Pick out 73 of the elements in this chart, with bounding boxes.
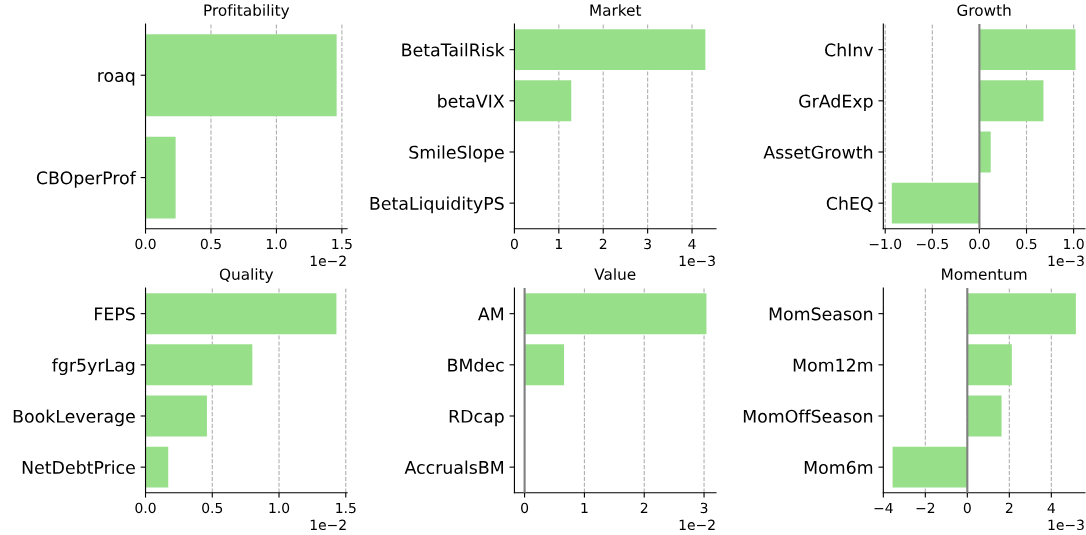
x-tick-label: 3	[700, 502, 708, 514]
text: 1e−2	[310, 519, 346, 531]
bar	[891, 182, 980, 224]
y-tick-label: ChEQ	[826, 196, 873, 212]
bar	[892, 446, 968, 488]
y-tick-label: MomSeason	[769, 307, 873, 321]
x-tick-label: 0	[963, 502, 971, 514]
text: 1e−3	[679, 255, 715, 267]
x-tick-label: 0.5	[1016, 238, 1037, 250]
text: 1e−2	[679, 519, 715, 531]
y-tick-label: AccrualsBM	[404, 460, 504, 474]
y-tick-label: Mom6m	[804, 460, 873, 474]
x-tick-label: −1.0	[869, 238, 902, 250]
bar	[967, 344, 1012, 386]
bar	[145, 344, 253, 386]
y-tick-label: AM	[477, 307, 504, 321]
chart-title: Momentum	[942, 268, 1027, 280]
chart-title: Market	[590, 4, 642, 16]
chart-title: Quality	[219, 268, 274, 283]
text: 1e−3	[1048, 255, 1084, 267]
text: 1e−3	[1048, 519, 1084, 531]
bar	[145, 395, 207, 437]
y-tick-label: BetaTailRisk	[402, 43, 505, 57]
x-tick-label: 1.0	[1064, 238, 1084, 250]
chart-title: Growth	[957, 4, 1011, 16]
y-tick-label: roaq	[98, 72, 135, 86]
x-tick-label: 0.0	[135, 238, 156, 250]
y-tick-label: fgr5yrLag	[52, 358, 135, 376]
x-tick-label: 0.5	[202, 502, 223, 514]
y-tick-label: CBOperProf	[36, 170, 137, 188]
x-tick-label: −0.5	[916, 238, 948, 250]
x-tick-label: 0.5	[200, 238, 221, 250]
y-tick-label: RDcap	[449, 409, 504, 427]
y-tick-label: MomOffSeason	[743, 409, 873, 423]
x-tick-label: 0	[521, 502, 529, 514]
bar	[979, 131, 991, 173]
bar	[145, 446, 169, 488]
x-tick-label: 1	[555, 238, 562, 250]
y-tick-label: BetaLiquidityPS	[370, 196, 504, 214]
y-tick-label: BMdec	[448, 358, 504, 372]
x-tick-label: 0	[510, 238, 518, 250]
y-tick-label: Mom12m	[793, 358, 873, 372]
chart-title: Profitability	[204, 4, 290, 19]
x-tick-label: −4	[874, 502, 893, 514]
x-tick-label: 3	[644, 238, 651, 250]
y-tick-label: FEPS	[95, 307, 135, 321]
x-tick-label: 1.0	[266, 238, 287, 250]
bar	[967, 395, 1002, 437]
y-tick-label: AssetGrowth	[763, 145, 873, 159]
text: 1e−2	[310, 255, 346, 267]
bar	[979, 29, 1076, 71]
y-tick-label: betaVIX	[438, 94, 505, 108]
x-tick-label: 4	[688, 238, 696, 250]
x-tick-label: 0.0	[135, 502, 156, 514]
y-tick-label: BookLeverage	[13, 409, 135, 427]
x-tick-label: 2	[1005, 502, 1013, 514]
y-tick-label: GrAdExp	[799, 94, 873, 112]
y-tick-label: NetDebtPrice	[22, 460, 135, 474]
x-tick-label: 1.5	[332, 238, 352, 250]
x-tick-label: −2	[916, 502, 935, 514]
x-tick-label: 1.0	[269, 502, 290, 514]
x-tick-label: 2	[640, 502, 648, 514]
x-tick-label: 0.0	[969, 238, 990, 250]
x-tick-label: 1	[581, 502, 588, 514]
y-tick-label: SmileSlope	[409, 145, 504, 163]
x-tick-label: 1.5	[336, 502, 356, 514]
y-tick-label: ChInv	[825, 43, 874, 57]
bar	[979, 80, 1044, 122]
bar	[967, 293, 1076, 335]
x-tick-label: 2	[599, 238, 607, 250]
bar	[145, 293, 337, 335]
chart-title: Value	[594, 268, 636, 280]
x-tick-label: 4	[1047, 502, 1055, 514]
